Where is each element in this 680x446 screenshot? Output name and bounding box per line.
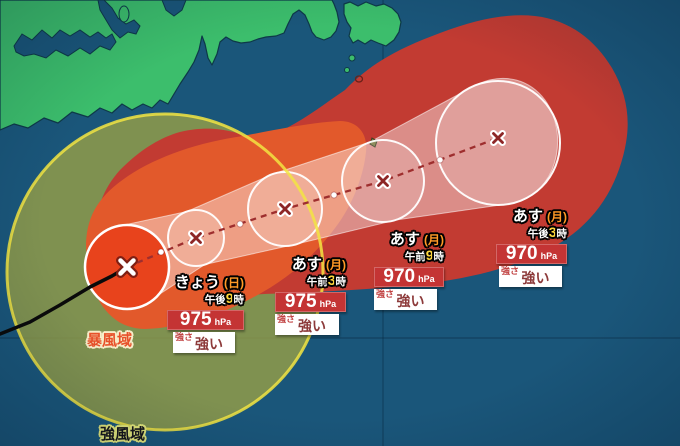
- pressure-box: 975 hPa: [275, 292, 346, 312]
- weekday-text: (日): [224, 276, 244, 290]
- hour-text: 3: [548, 224, 557, 240]
- forecast-position-x-icon: [188, 230, 204, 246]
- forecast-day-heading: あす (月): [275, 257, 346, 273]
- day-text: きょう: [174, 274, 220, 291]
- strength-label: 強さ: [376, 289, 395, 299]
- weekday-text: (月): [326, 258, 346, 272]
- hour-text: 9: [225, 290, 234, 306]
- forecast-circle-4: [435, 80, 561, 206]
- forecast-day-heading: あす (月): [496, 209, 567, 225]
- ampm-text: 午後: [527, 228, 549, 240]
- pressure-value: 970: [505, 243, 538, 264]
- day-text: あす: [389, 231, 420, 248]
- pressure-value: 975: [179, 309, 212, 330]
- day-text: あす: [512, 208, 543, 225]
- island-awaji: [118, 5, 130, 23]
- island-small-1: [348, 54, 356, 62]
- pressure-unit: hPa: [540, 251, 558, 261]
- forecast-label-tomorrow-3am: あす (月) 午前3時 975 hPa 強さ 強い: [275, 257, 346, 335]
- pressure-box: 975 hPa: [167, 310, 244, 330]
- land-honshu-shikoku: [0, 0, 340, 131]
- track-dot: [236, 220, 244, 228]
- pressure-unit: hPa: [214, 317, 232, 327]
- forecast-day-heading: きょう (日): [167, 275, 244, 291]
- pressure-value: 970: [383, 266, 416, 287]
- island-outline-small: [354, 75, 364, 83]
- strength-label: 強さ: [175, 332, 194, 342]
- pressure-unit: hPa: [319, 299, 337, 309]
- strength-value: 強い: [396, 293, 425, 309]
- forecast-time: 午後9時: [167, 290, 245, 307]
- weekday-text: (月): [547, 210, 567, 224]
- strong-wind-area-label: 強風域: [100, 426, 146, 443]
- inland-sea: [13, 29, 117, 59]
- hour-unit-text: 時: [433, 251, 445, 263]
- pressure-unit: hPa: [418, 274, 435, 284]
- forecast-label-today: きょう (日) 午後9時 975 hPa 強さ 強い: [167, 275, 244, 353]
- hour-text: 9: [425, 247, 434, 263]
- current-position-x-icon: [116, 256, 138, 278]
- hour-text: 3: [327, 272, 336, 288]
- forecast-day-heading: あす (月): [374, 232, 444, 248]
- forecast-time: 午後3時: [496, 224, 568, 241]
- ampm-text: 午後: [204, 294, 226, 306]
- island-small-2: [344, 67, 350, 73]
- track-dot: [330, 191, 338, 199]
- forecast-label-tomorrow-9am: あす (月) 午前9時 970 hPa 強さ 強い: [374, 232, 444, 310]
- pressure-box: 970 hPa: [496, 244, 567, 264]
- strength-box: 強さ 強い: [173, 332, 235, 353]
- past-track-line: [0, 265, 129, 336]
- ampm-text: 午前: [404, 251, 426, 263]
- ampm-text: 午前: [306, 276, 328, 288]
- hour-unit-text: 時: [233, 294, 245, 306]
- strength-value: 強い: [521, 270, 550, 286]
- strength-box: 強さ 強い: [374, 289, 437, 310]
- pressure-box: 970 hPa: [374, 267, 444, 287]
- strength-label: 強さ: [277, 314, 296, 324]
- pressure-value: 975: [284, 291, 317, 312]
- forecast-position-x-icon: [277, 201, 293, 217]
- hour-unit-text: 時: [556, 228, 568, 240]
- island-mass-east: [343, 1, 402, 47]
- forecast-time: 午前9時: [374, 247, 445, 264]
- weekday-text: (月): [424, 233, 444, 247]
- storm-area-label: 暴風域: [87, 332, 133, 349]
- strength-box: 強さ 強い: [499, 266, 562, 287]
- forecast-label-tomorrow-3pm: あす (月) 午後3時 970 hPa 強さ 強い: [496, 209, 567, 287]
- strength-label: 強さ: [501, 266, 520, 276]
- forecast-position-x-icon: [375, 173, 391, 189]
- track-dot: [436, 156, 444, 164]
- forecast-position-x-icon: [490, 130, 506, 146]
- day-text: あす: [291, 256, 322, 273]
- bay-inlet: [97, 0, 141, 39]
- strength-value: 強い: [298, 318, 326, 334]
- track-dot: [157, 248, 165, 256]
- strength-value: 強い: [195, 336, 223, 352]
- strong-wind-area-circle: [5, 112, 325, 432]
- hour-unit-text: 時: [335, 276, 347, 288]
- lake-inlet: [161, 0, 187, 17]
- strength-box: 強さ 強い: [275, 314, 339, 335]
- forecast-time: 午前3時: [275, 272, 347, 289]
